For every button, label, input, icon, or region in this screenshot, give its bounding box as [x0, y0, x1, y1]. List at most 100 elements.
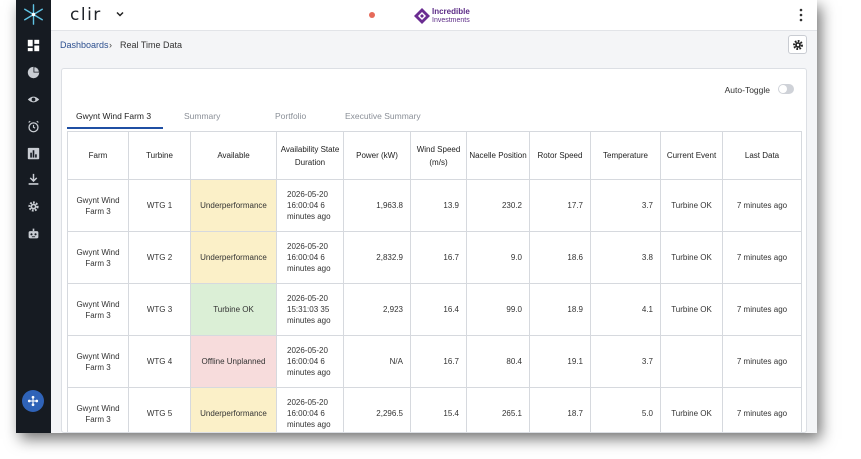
column-header[interactable]: Turbine — [128, 131, 191, 180]
turbine-cell: WTG 1 — [128, 179, 191, 232]
farm-cell: Gwynt Wind Farm 3 — [67, 387, 129, 432]
download-icon[interactable] — [26, 172, 41, 187]
robot-icon[interactable] — [26, 226, 41, 241]
last-data-cell: 7 minutes ago — [722, 231, 802, 284]
duration-cell: 2026-05-20 15:31:03 35 minutes ago — [276, 283, 344, 336]
app-brand[interactable]: clir — [70, 5, 102, 25]
column-header[interactable]: Available — [190, 131, 277, 180]
power-cell: 2,296.5 — [343, 387, 411, 432]
temperature-cell: 3.7 — [590, 179, 661, 232]
column-header[interactable]: Power (kW) — [343, 131, 411, 180]
wind-speed-cell: 16.4 — [410, 283, 467, 336]
table-row[interactable]: Gwynt Wind Farm 3 WTG 3 Turbine OK 2026-… — [67, 283, 802, 336]
power-cell: N/A — [343, 335, 411, 388]
settings-button[interactable] — [788, 35, 807, 54]
rotor-speed-cell: 17.7 — [529, 179, 591, 232]
column-header[interactable]: Temperature — [590, 131, 661, 180]
star-logo-icon[interactable] — [23, 4, 44, 25]
wind-speed-cell: 15.4 — [410, 387, 467, 432]
company-logo-icon — [414, 8, 430, 24]
column-header[interactable]: Nacelle Position — [466, 131, 530, 180]
network-icon — [27, 395, 39, 407]
column-header[interactable]: Availability State Duration — [276, 131, 344, 180]
status-cell: Offline Unplanned — [190, 335, 277, 388]
rotor-speed-cell: 18.7 — [529, 387, 591, 432]
power-cell: 2,832.9 — [343, 231, 411, 284]
turbine-cell: WTG 3 — [128, 283, 191, 336]
status-cell: Turbine OK — [190, 283, 277, 336]
last-data-cell: 7 minutes ago — [722, 283, 802, 336]
last-data-cell: 7 minutes ago — [722, 179, 802, 232]
temperature-cell: 4.1 — [590, 283, 661, 336]
nacelle-cell: 9.0 — [466, 231, 530, 284]
tab-gwynt-wind-farm-3[interactable]: Gwynt Wind Farm 3 — [76, 111, 152, 121]
column-header[interactable]: Last Data — [722, 131, 802, 180]
tab-summary[interactable]: Summary — [184, 111, 221, 121]
rotor-speed-cell: 19.1 — [529, 335, 591, 388]
temperature-cell: 3.8 — [590, 231, 661, 284]
table-header-row: Farm Turbine Available Availability Stat… — [67, 131, 802, 180]
nacelle-cell: 80.4 — [466, 335, 530, 388]
table-row[interactable]: Gwynt Wind Farm 3 WTG 4 Offline Unplanne… — [67, 335, 802, 388]
temperature-cell: 3.7 — [590, 335, 661, 388]
breadcrumb-dashboards-link[interactable]: Dashboards — [60, 40, 109, 50]
table-row[interactable]: Gwynt Wind Farm 3 WTG 2 Underperformance… — [67, 231, 802, 284]
farm-cell: Gwynt Wind Farm 3 — [67, 231, 129, 284]
breadcrumb-current: Real Time Data — [120, 40, 183, 50]
column-header[interactable]: Rotor Speed — [529, 131, 591, 180]
eye-icon[interactable] — [26, 92, 41, 107]
duration-cell: 2026-05-20 16:00:04 6 minutes ago — [276, 179, 344, 232]
duration-cell: 2026-05-20 16:00:04 6 minutes ago — [276, 231, 344, 284]
status-cell: Underperformance — [190, 179, 277, 232]
column-header[interactable]: Farm — [67, 131, 129, 180]
dashboard-icon[interactable] — [26, 38, 41, 53]
nacelle-cell: 265.1 — [466, 387, 530, 432]
auto-toggle-switch[interactable] — [778, 84, 794, 94]
table-row[interactable]: Gwynt Wind Farm 3 WTG 5 Underperformance… — [67, 387, 802, 432]
pie-chart-icon[interactable] — [26, 65, 41, 80]
turbine-cell: WTG 5 — [128, 387, 191, 432]
app-window: clir Incredible Investments Dashboards ›… — [16, 0, 817, 433]
breadcrumb-separator: › — [109, 40, 112, 50]
temperature-cell: 5.0 — [590, 387, 661, 432]
active-tab-indicator — [67, 127, 163, 129]
wind-speed-cell: 16.7 — [410, 335, 467, 388]
assistant-button[interactable] — [22, 390, 44, 412]
tab-executive-summary[interactable]: Executive Summary — [345, 111, 421, 121]
chevron-down-icon[interactable] — [115, 9, 125, 19]
bar-chart-icon[interactable] — [26, 146, 41, 161]
status-cell: Underperformance — [190, 231, 277, 284]
more-options-icon[interactable] — [799, 8, 803, 22]
farm-cell: Gwynt Wind Farm 3 — [67, 179, 129, 232]
current-event-cell: Turbine OK — [660, 387, 723, 432]
alarm-icon[interactable] — [26, 119, 41, 134]
turbine-cell: WTG 4 — [128, 335, 191, 388]
column-header[interactable]: Current Event — [660, 131, 723, 180]
gear-icon — [792, 39, 803, 50]
rotor-speed-cell: 18.9 — [529, 283, 591, 336]
status-dot — [369, 12, 375, 18]
wind-speed-cell: 13.9 — [410, 179, 467, 232]
table-row[interactable]: Gwynt Wind Farm 3 WTG 1 Underperformance… — [67, 179, 802, 232]
duration-cell: 2026-05-20 16:00:04 6 minutes ago — [276, 387, 344, 432]
company-logo: Incredible Investments — [414, 5, 470, 27]
last-data-cell: 7 minutes ago — [722, 387, 802, 432]
sidebar — [16, 0, 51, 433]
turbine-cell: WTG 2 — [128, 231, 191, 284]
company-name-line1: Incredible — [432, 7, 470, 16]
nacelle-cell: 230.2 — [466, 179, 530, 232]
gear-icon[interactable] — [26, 199, 41, 214]
current-event-cell: Turbine OK — [660, 231, 723, 284]
farm-cell: Gwynt Wind Farm 3 — [67, 335, 129, 388]
rotor-speed-cell: 18.6 — [529, 231, 591, 284]
current-event-cell — [660, 335, 723, 388]
tab-portfolio[interactable]: Portfolio — [275, 111, 307, 121]
column-header[interactable]: Wind Speed (m/s) — [410, 131, 467, 180]
top-bar: clir Incredible Investments — [51, 0, 817, 31]
last-data-cell: 7 minutes ago — [722, 335, 802, 388]
power-cell: 2,923 — [343, 283, 411, 336]
company-name-line2: Investments — [432, 17, 470, 24]
duration-cell: 2026-05-20 16:00:04 6 minutes ago — [276, 335, 344, 388]
current-event-cell: Turbine OK — [660, 179, 723, 232]
breadcrumb: Dashboards › Real Time Data — [51, 31, 817, 60]
